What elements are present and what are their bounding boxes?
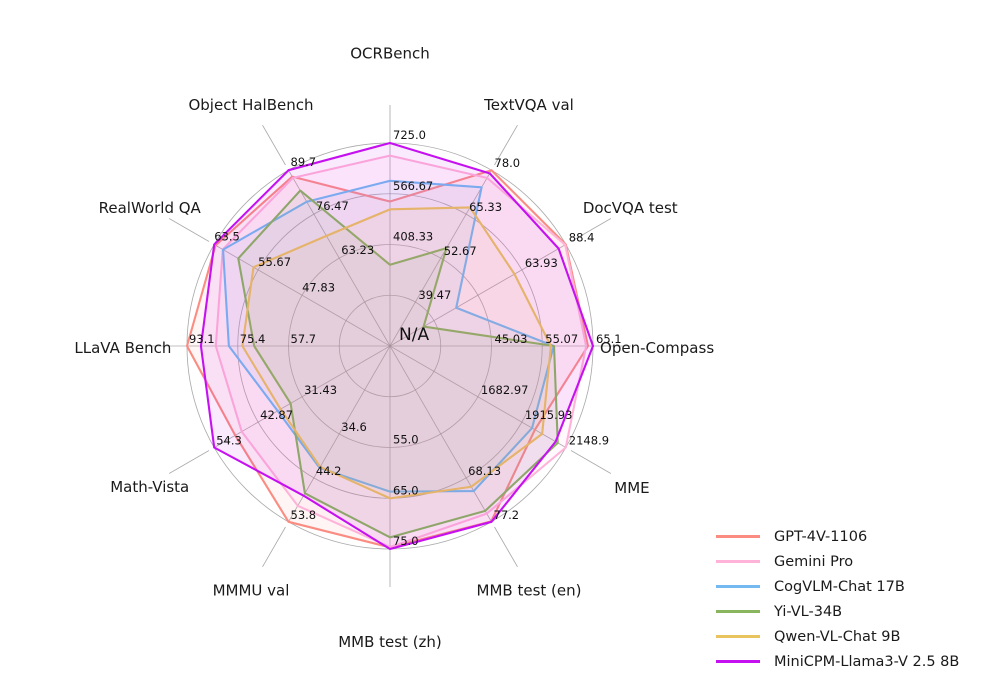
axis-label-realworld-qa: RealWorld QA [99,199,202,217]
axis-tick-value: 1915.93 [525,408,573,422]
na-annotation: N/A [399,325,429,345]
axis-tick-extension [494,124,518,166]
legend-color-swatch [716,535,760,538]
axis-tick-value: 34.6 [341,420,367,434]
legend-item-label: Yi-VL-34B [774,603,843,620]
series-layer [185,141,595,551]
axis-tick-value: 93.1 [189,332,215,346]
axis-tick-value: 63.23 [341,243,374,257]
legend-color-swatch [716,560,760,563]
axis-tick-extension [494,526,518,568]
legend-color-swatch [716,610,760,613]
axis-tick-extension [262,124,286,166]
axis-tick-value: 55.07 [545,332,578,346]
axis-label-mmb-test-en-: MMB test (en) [477,581,582,599]
legend-item-label: MiniCPM-Llama3-V 2.5 8B [774,653,960,670]
na-annotation-layer: N/A [399,325,429,345]
legend-item-label: CogVLM-Chat 17B [774,578,905,595]
legend-item-label: GPT-4V-1106 [774,528,868,545]
axis-spoke-mmb-test-en- [389,345,492,523]
axis-tick-value: 53.8 [291,508,317,522]
axis-tick-extension [570,450,612,474]
axis-tick-value: 65.0 [393,483,419,497]
axis-label-math-vista: Math-Vista [110,478,189,496]
axis-label-ocrbench: OCRBench [350,44,429,62]
legend-item-label: Qwen-VL-Chat 9B [774,628,901,645]
axis-tick-value: 1682.97 [481,383,529,397]
series-polygon [241,206,552,500]
axis-tick-value: 408.33 [393,230,433,244]
axis-tick-value: 78.0 [495,156,521,170]
series-polygon [237,189,559,539]
axis-tick-value: 54.3 [216,434,242,448]
axis-tick-value: 2148.9 [569,434,609,448]
axis-tick-value: 31.43 [304,383,337,397]
legend-item-cogvlm-chat-17b[interactable]: CogVLM-Chat 17B [716,574,978,599]
axis-label-object-halbench: Object HalBench [188,96,313,114]
axis-tick-value: 55.67 [258,255,291,269]
axis-tick-value: 45.03 [495,332,528,346]
spoke-layer [149,105,631,587]
axis-tick-extension [168,450,210,474]
axis-tick-value: 68.13 [468,464,501,478]
legend-item-yi-vl-34b[interactable]: Yi-VL-34B [716,599,978,624]
axis-tick-value: 52.67 [444,244,477,258]
axis-tick-value: 42.87 [260,408,293,422]
axis-tick-value: 47.83 [302,280,335,294]
axis-spoke-math-vista [213,345,391,448]
legend-color-swatch [716,585,760,588]
axis-spoke-object-halbench [288,169,391,347]
axis-tick-extension [570,218,612,242]
axis-tick-value: 65.33 [469,200,502,214]
legend-item-gpt-4v-1106[interactable]: GPT-4V-1106 [716,524,978,549]
chart-legend: GPT-4V-1106 Gemini Pro CogVLM-Chat 17B Yi-V… [716,524,978,674]
axis-label-textvqa-val: TextVQA val [483,96,574,114]
value-label-layer: 725.0 566.67 408.33 78.0 65.33 52.67 39.47 88.4… [189,128,622,548]
axis-tick-extension [168,218,210,242]
axis-tick-value: 75.4 [240,332,266,346]
series-polygon [199,141,595,551]
axis-tick-extension [262,526,286,568]
legend-item-gemini-pro[interactable]: Gemini Pro [716,549,978,574]
axis-label-docvqa-test: DocVQA test [583,199,678,217]
axis-spoke-realworld-qa [213,244,391,347]
series-polygon [222,179,555,493]
axis-tick-value: 77.2 [494,508,520,522]
legend-item-minicpm-llama3-v-2-5-8b[interactable]: MiniCPM-Llama3-V 2.5 8B [716,649,978,674]
axis-tick-value: 63.5 [214,230,240,244]
axis-tick-value: 75.0 [393,534,419,548]
axis-tick-value: 88.4 [569,231,595,245]
axis-tick-value: 57.7 [291,332,317,346]
legend-color-swatch [716,635,760,638]
legend-item-label: Gemini Pro [774,553,854,570]
axis-tick-value: 566.67 [393,179,433,193]
axis-spoke-mme [389,345,567,448]
axis-spoke-textvqa-val [389,169,492,347]
legend-item-qwen-vl-chat-9b[interactable]: Qwen-VL-Chat 9B [716,624,978,649]
axis-tick-value: 65.1 [596,332,622,346]
axis-label-mmmu-val: MMMU val [213,581,290,599]
axis-label-llava-bench: LLaVA Bench [74,339,171,357]
axis-spoke-docvqa-test [389,244,567,347]
axis-tick-value: 89.7 [291,155,317,169]
axis-label-mmb-test-zh-: MMB test (zh) [338,633,442,651]
axis-label-open-compass: Open-Compass [600,339,714,357]
axis-tick-value: 44.2 [316,464,342,478]
axis-tick-value: 63.93 [525,256,558,270]
axis-tick-value: 76.47 [316,199,349,213]
axis-tick-value: 725.0 [393,128,426,142]
axis-tick-value: 39.47 [418,288,451,302]
axis-label-layer: OCRBench TextVQA val DocVQA test Open-Compa… [74,44,714,651]
axis-label-mme: MME [614,479,649,497]
axis-tick-value: 55.0 [393,433,419,447]
legend-color-swatch [716,660,760,663]
